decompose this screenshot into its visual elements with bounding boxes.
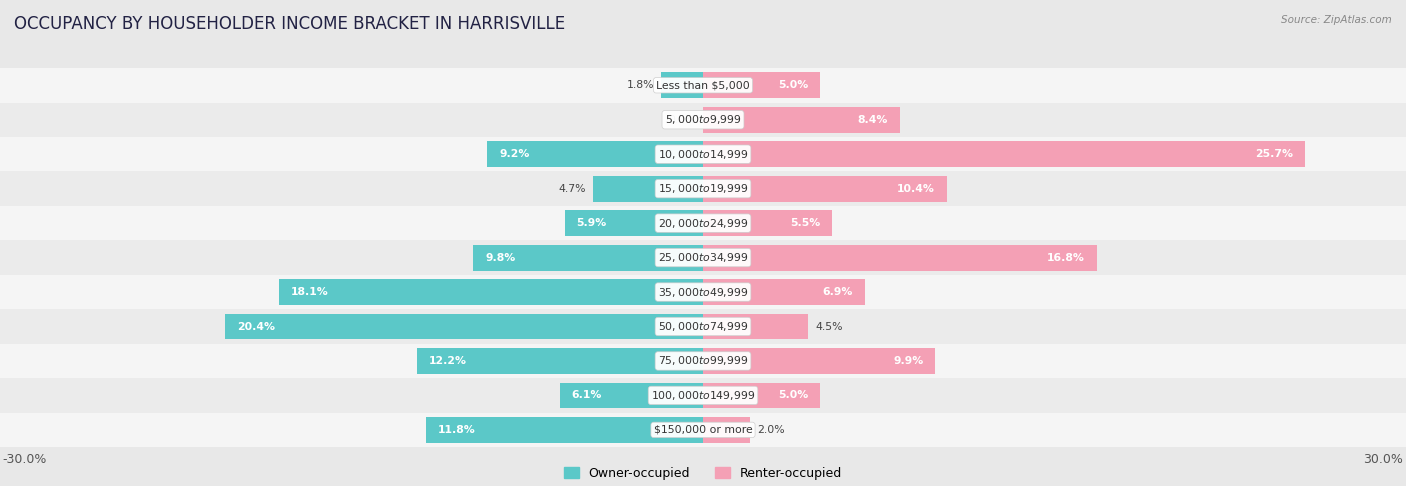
Text: 18.1%: 18.1% <box>291 287 329 297</box>
Text: 5.0%: 5.0% <box>778 390 808 400</box>
Text: 16.8%: 16.8% <box>1047 253 1085 262</box>
Bar <box>0 68 1406 103</box>
Text: $25,000 to $34,999: $25,000 to $34,999 <box>658 251 748 264</box>
Text: 11.8%: 11.8% <box>439 425 477 435</box>
Text: $15,000 to $19,999: $15,000 to $19,999 <box>658 182 748 195</box>
Bar <box>474 244 703 271</box>
Bar <box>565 210 703 236</box>
Bar <box>0 172 1406 206</box>
Bar <box>703 141 1305 167</box>
Bar <box>0 137 1406 172</box>
Text: $10,000 to $14,999: $10,000 to $14,999 <box>658 148 748 161</box>
Text: Source: ZipAtlas.com: Source: ZipAtlas.com <box>1281 15 1392 25</box>
Bar <box>0 413 1406 447</box>
Bar <box>278 279 703 305</box>
Bar <box>661 72 703 98</box>
Text: 1.8%: 1.8% <box>626 80 654 90</box>
Bar <box>0 103 1406 137</box>
Text: 9.9%: 9.9% <box>893 356 924 366</box>
Text: OCCUPANCY BY HOUSEHOLDER INCOME BRACKET IN HARRISVILLE: OCCUPANCY BY HOUSEHOLDER INCOME BRACKET … <box>14 15 565 33</box>
Bar <box>0 275 1406 309</box>
Bar <box>426 417 703 443</box>
Text: $35,000 to $49,999: $35,000 to $49,999 <box>658 286 748 298</box>
Text: 5.9%: 5.9% <box>576 218 607 228</box>
Text: $150,000 or more: $150,000 or more <box>654 425 752 435</box>
Bar <box>0 241 1406 275</box>
Text: -30.0%: -30.0% <box>3 453 48 466</box>
Text: Less than $5,000: Less than $5,000 <box>657 80 749 90</box>
Bar <box>703 313 808 339</box>
Text: $20,000 to $24,999: $20,000 to $24,999 <box>658 217 748 229</box>
Text: 4.5%: 4.5% <box>815 322 844 331</box>
Text: 4.7%: 4.7% <box>558 184 586 193</box>
Text: 10.4%: 10.4% <box>897 184 935 193</box>
Bar <box>225 313 703 339</box>
Bar <box>703 244 1097 271</box>
Text: 8.4%: 8.4% <box>858 115 889 125</box>
Text: $50,000 to $74,999: $50,000 to $74,999 <box>658 320 748 333</box>
Text: 20.4%: 20.4% <box>236 322 274 331</box>
Text: 5.0%: 5.0% <box>778 80 808 90</box>
Bar <box>703 348 935 374</box>
Bar <box>0 344 1406 378</box>
Bar <box>488 141 703 167</box>
Bar <box>703 210 832 236</box>
Bar <box>703 382 820 408</box>
Bar <box>703 417 749 443</box>
Text: 30.0%: 30.0% <box>1364 453 1403 466</box>
Text: 5.5%: 5.5% <box>790 218 820 228</box>
Legend: Owner-occupied, Renter-occupied: Owner-occupied, Renter-occupied <box>564 467 842 480</box>
Bar <box>0 206 1406 241</box>
Text: 2.0%: 2.0% <box>756 425 785 435</box>
Bar <box>593 176 703 202</box>
Text: $75,000 to $99,999: $75,000 to $99,999 <box>658 354 748 367</box>
Bar <box>0 378 1406 413</box>
Text: 12.2%: 12.2% <box>429 356 467 366</box>
Bar <box>703 279 865 305</box>
Bar <box>0 309 1406 344</box>
Text: 9.8%: 9.8% <box>485 253 516 262</box>
Bar <box>418 348 703 374</box>
Bar <box>703 107 900 133</box>
Text: 9.2%: 9.2% <box>499 149 530 159</box>
Text: 6.9%: 6.9% <box>823 287 853 297</box>
Bar <box>703 72 820 98</box>
Text: 0.0%: 0.0% <box>668 115 696 125</box>
Text: 25.7%: 25.7% <box>1256 149 1294 159</box>
Text: 6.1%: 6.1% <box>572 390 602 400</box>
Text: $100,000 to $149,999: $100,000 to $149,999 <box>651 389 755 402</box>
Bar <box>703 176 946 202</box>
Bar <box>560 382 703 408</box>
Text: $5,000 to $9,999: $5,000 to $9,999 <box>665 113 741 126</box>
